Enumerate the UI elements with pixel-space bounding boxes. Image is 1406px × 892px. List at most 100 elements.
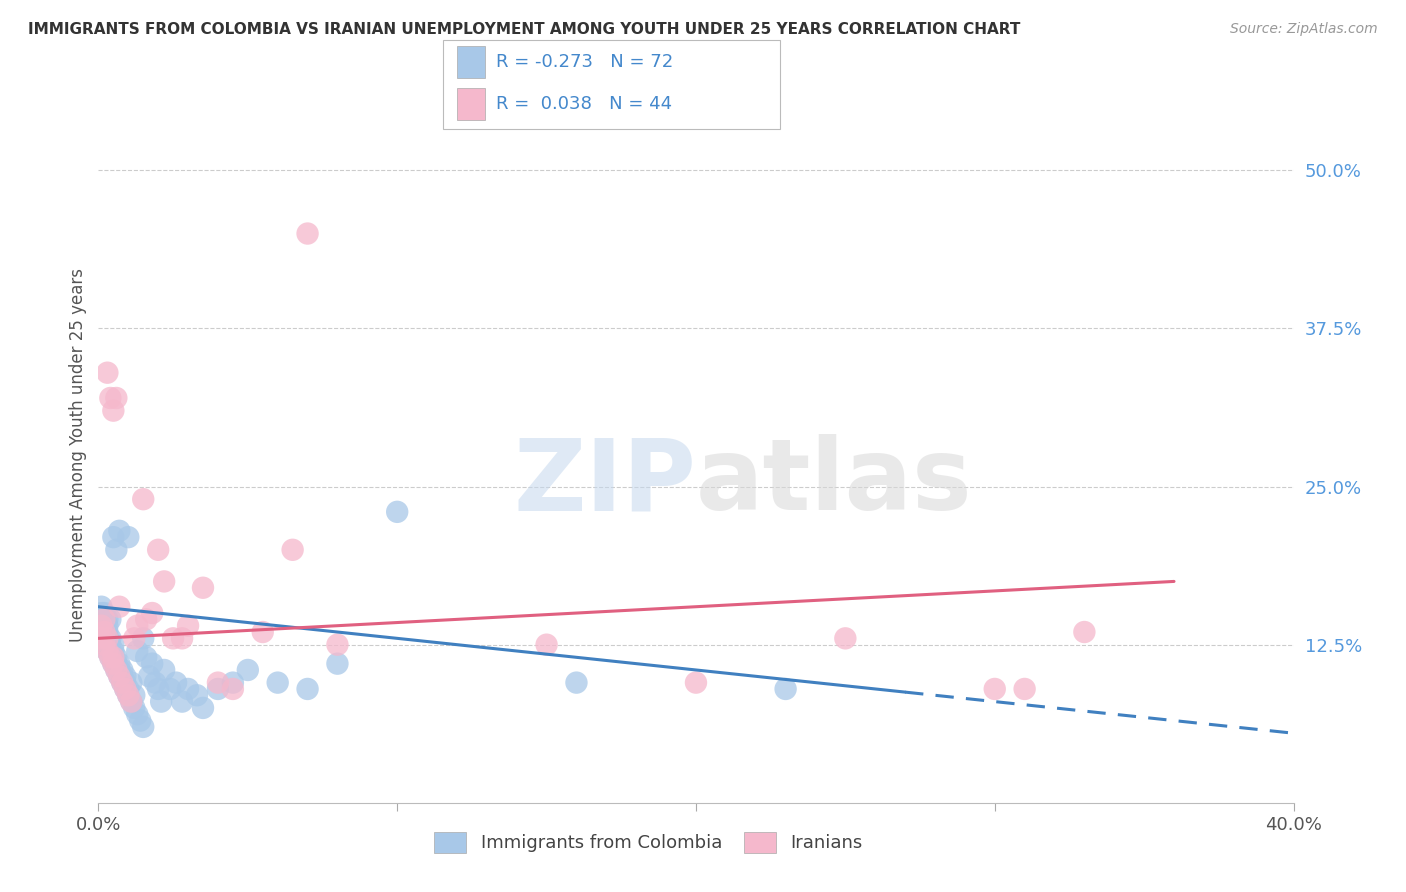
Point [1014,681,1036,696]
Point [98,612,122,626]
Point [159,681,181,696]
Point [90,606,112,620]
Point [111,675,134,690]
Point [93,625,115,640]
Point [103,650,125,665]
Point [98,632,122,646]
Point [93,612,115,626]
Point [105,542,128,557]
Point [120,675,142,690]
Point [117,688,139,702]
Point [103,530,125,544]
Point [775,681,797,696]
Point [93,618,115,632]
Point [148,681,170,696]
Point [135,612,157,626]
Point [565,675,588,690]
Point [135,650,157,665]
Point [267,675,290,690]
Point [96,612,118,626]
Point [114,669,136,683]
Text: Source: ZipAtlas.com: Source: ZipAtlas.com [1230,22,1378,37]
Point [90,599,112,614]
Point [141,657,163,671]
Point [90,612,112,626]
Text: atlas: atlas [696,434,973,532]
Point [177,681,200,696]
Point [98,391,122,405]
Legend: Immigrants from Colombia, Iranians: Immigrants from Colombia, Iranians [426,824,870,860]
Point [148,542,170,557]
Point [114,681,136,696]
Point [98,650,122,665]
Point [536,638,558,652]
Point [165,675,187,690]
Point [385,505,409,519]
Point [326,657,349,671]
Point [93,612,115,626]
Point [98,650,122,665]
Point [124,632,146,646]
Point [191,581,214,595]
Point [105,657,128,671]
Text: R =  0.038   N = 44: R = 0.038 N = 44 [496,95,672,113]
Point [162,632,184,646]
Point [297,227,319,241]
Point [108,599,131,614]
Y-axis label: Unemployment Among Youth under 25 years: Unemployment Among Youth under 25 years [69,268,87,642]
Point [98,638,122,652]
Point [143,675,166,690]
Point [141,606,163,620]
Point [153,663,176,677]
Point [252,625,274,640]
Point [281,542,304,557]
Point [105,663,128,677]
Point [111,669,134,683]
Point [120,695,142,709]
Point [834,632,856,646]
Point [108,663,131,677]
Point [1073,625,1095,640]
Point [114,681,136,696]
Point [117,530,139,544]
Point [96,644,118,658]
Point [124,701,146,715]
Point [105,650,128,665]
Point [191,701,214,715]
Point [103,650,125,665]
Text: IMMIGRANTS FROM COLOMBIA VS IRANIAN UNEMPLOYMENT AMONG YOUTH UNDER 25 YEARS CORR: IMMIGRANTS FROM COLOMBIA VS IRANIAN UNEM… [28,22,1021,37]
Text: R = -0.273   N = 72: R = -0.273 N = 72 [496,54,673,71]
Point [120,695,142,709]
Point [150,695,173,709]
Point [90,632,112,646]
Point [207,675,229,690]
Point [96,366,118,380]
Point [124,688,146,702]
Point [117,681,139,696]
Point [153,574,176,589]
Point [236,663,259,677]
Point [127,618,149,632]
Point [96,625,118,640]
Point [172,632,194,646]
Point [129,714,152,728]
Point [103,638,125,652]
Point [222,681,245,696]
Point [105,391,128,405]
Point [111,663,134,677]
Point [114,675,136,690]
Point [297,681,319,696]
Point [105,663,128,677]
Point [93,625,115,640]
Point [127,707,149,722]
Point [103,403,125,417]
Point [132,632,155,646]
Point [117,688,139,702]
Point [132,720,155,734]
Point [96,644,118,658]
Point [96,632,118,646]
Point [108,669,131,683]
Point [177,618,200,632]
Point [186,688,208,702]
Point [326,638,349,652]
